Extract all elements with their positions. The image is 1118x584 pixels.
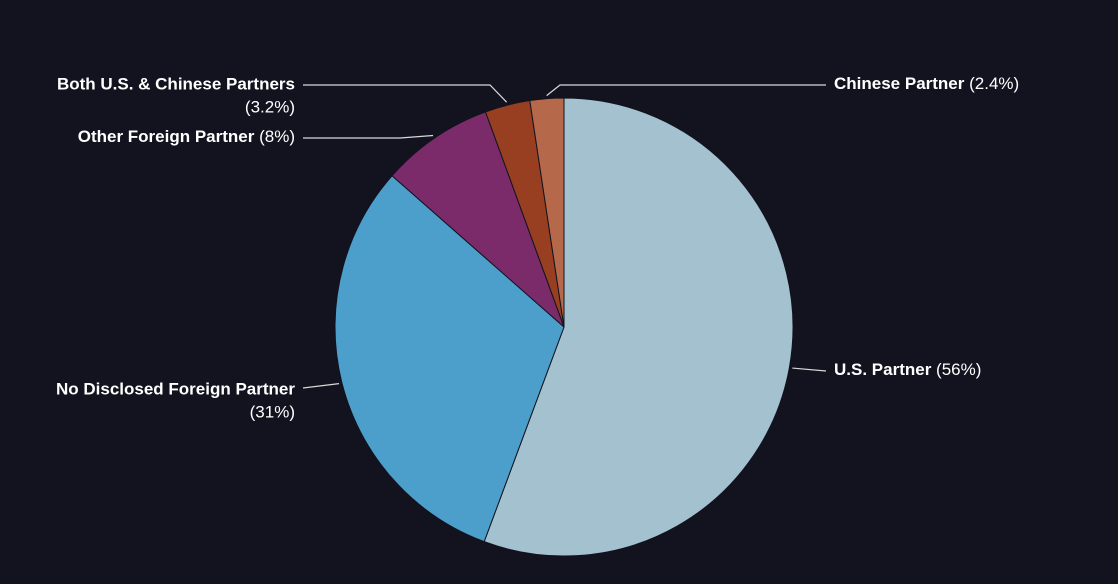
pie-slice: [529, 97, 565, 328]
pie-slice: [483, 97, 794, 557]
slice-value-label: (56%): [936, 360, 981, 379]
slice-value-label: (8%): [259, 127, 295, 146]
leader-line: [303, 134, 434, 139]
slice-label-name: U.S. Partner: [834, 360, 932, 379]
slice-value-label: (3.2%): [245, 97, 295, 116]
leader-line: [302, 383, 340, 389]
slice-label: U.S. Partner (56%): [834, 360, 981, 379]
slice-value-label: (31%): [250, 402, 295, 421]
leader-line: [546, 84, 826, 97]
pie-slice: [391, 111, 565, 328]
slice-label-name: No Disclosed Foreign Partner: [56, 379, 295, 398]
slice-value-label: (2.4%): [969, 74, 1019, 93]
slice-label-name: Both U.S. & Chinese Partners: [57, 74, 295, 93]
slice-label: Chinese Partner (2.4%): [834, 74, 1019, 93]
leader-line: [303, 84, 508, 103]
slice-label: Other Foreign Partner (8%): [78, 127, 295, 146]
slice-label-name: Other Foreign Partner: [78, 127, 255, 146]
leader-line: [792, 367, 827, 372]
slice-label-name: Chinese Partner: [834, 74, 965, 93]
pie-slice: [334, 175, 565, 543]
